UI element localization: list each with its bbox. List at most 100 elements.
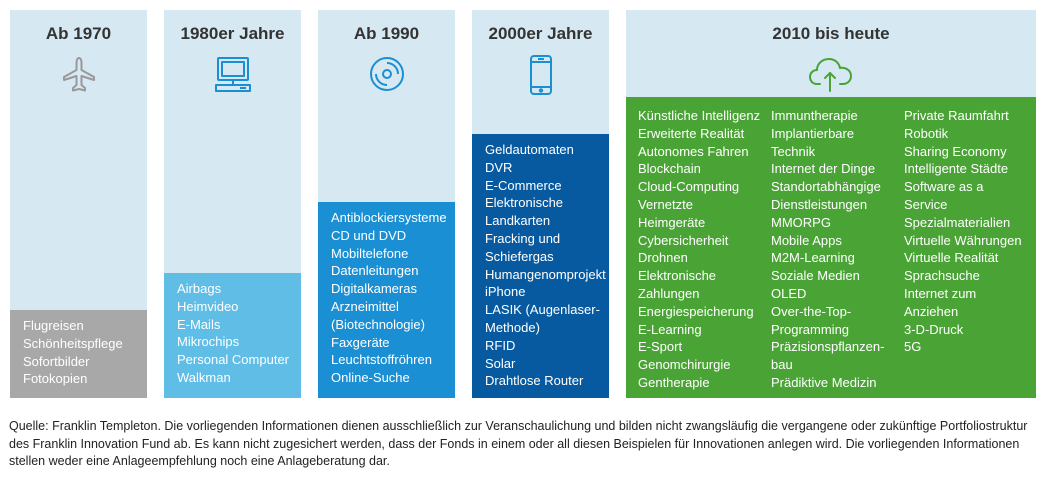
list-item: Technik xyxy=(771,143,816,159)
list-item: LASIK (Augenlaser- xyxy=(485,302,600,318)
list-item: Airbags xyxy=(177,281,222,296)
list-item: bau xyxy=(771,357,793,373)
list-item: (Biotechnologie) xyxy=(331,316,425,332)
list-item: Landkarten xyxy=(485,213,551,229)
innovation-list: Airbags Heimvideo E-Mails Mikrochips Per… xyxy=(164,273,301,398)
list-item: Private Raumfahrt xyxy=(904,108,1009,123)
list-item: Heimgeräte xyxy=(638,214,706,230)
list-item: Energiespeicherung xyxy=(638,303,754,319)
list-item: Implantierbare xyxy=(771,125,855,141)
list-item: Mikrochips xyxy=(177,334,240,350)
list-item: Fotokopien xyxy=(23,371,88,387)
timeline-column-1990: Ab 1990 Antiblockiersysteme CD und DVD M… xyxy=(318,10,455,398)
list-item: E-Learning xyxy=(638,321,702,337)
list-item: OLED xyxy=(771,285,807,301)
list-item: Cybersicherheit xyxy=(638,232,729,248)
list-item: DVR xyxy=(485,159,513,175)
innovation-sublist-2: Immuntherapie Implantierbare Technik Int… xyxy=(771,107,884,392)
list-item: Vernetzte xyxy=(638,196,693,212)
list-item: iPhone xyxy=(485,284,526,300)
list-item: Leuchtstoffröhren xyxy=(331,352,432,368)
list-item: Schiefergas xyxy=(485,248,554,264)
list-item: Anziehen xyxy=(904,303,959,319)
list-item: Walkman xyxy=(177,369,231,385)
list-item: Fracking und xyxy=(485,230,561,246)
list-item: Intelligente Städte xyxy=(904,161,1009,177)
list-item: Sofortbilder xyxy=(23,353,90,369)
list-item: E-Sport xyxy=(638,339,683,355)
list-item: Sprachsuche xyxy=(904,268,980,284)
list-item: Methode) xyxy=(485,319,540,335)
list-item: Online-Suche xyxy=(331,370,410,386)
list-item: Cloud-Computing xyxy=(638,179,740,195)
timeline-column-2010: 2010 bis heute Künstliche Intelligenz Er… xyxy=(626,10,1036,398)
list-item: Datenleitungen xyxy=(331,263,419,279)
list-item: Erweiterte Realität xyxy=(638,125,745,141)
list-item: Immuntherapie xyxy=(771,108,858,123)
column-title: Ab 1970 xyxy=(45,24,112,43)
list-item: Flugreisen xyxy=(23,318,84,333)
list-item: Humangenomprojekt xyxy=(485,266,606,282)
timeline-column-1970: Ab 1970 Flugreisen Schönheitspflege Sofo… xyxy=(10,10,147,398)
list-item: E-Commerce xyxy=(485,177,562,193)
smartphone-icon xyxy=(526,54,556,96)
list-item: Programming xyxy=(771,321,850,337)
list-item: 5G xyxy=(904,339,922,355)
list-item: CD und DVD xyxy=(331,227,407,243)
list-item: Digitalkameras xyxy=(331,281,417,297)
cd-icon xyxy=(367,54,407,94)
list-item: Robotik xyxy=(904,125,949,141)
list-item: Elektronische xyxy=(485,195,564,211)
list-item: Drahtlose Router xyxy=(485,373,584,389)
list-item: Elektronische xyxy=(638,268,717,284)
list-item: Solar xyxy=(485,355,516,371)
computer-icon xyxy=(213,54,253,96)
list-item: Virtuelle Realität xyxy=(904,250,999,266)
list-item: Internet zum xyxy=(904,285,977,301)
list-item: Präzisionspflanzen- xyxy=(771,339,885,355)
innovation-list: Künstliche Intelligenz Erweiterte Realit… xyxy=(626,97,1036,398)
list-item: Zahlungen xyxy=(638,285,700,301)
list-item: M2M-Learning xyxy=(771,250,855,266)
list-item: Künstliche Intelligenz xyxy=(638,108,761,123)
list-item: Arzneimittel xyxy=(331,298,399,314)
list-item: Genomchirurgie xyxy=(638,357,731,373)
innovation-sublist-1: Künstliche Intelligenz Erweiterte Realit… xyxy=(638,107,760,392)
airplane-icon xyxy=(58,54,100,96)
list-item: Over-the-Top- xyxy=(771,303,852,319)
list-item: Prädiktive Medizin xyxy=(771,374,877,390)
list-item: Mobiltelefone xyxy=(331,245,409,261)
list-item: Soziale Medien xyxy=(771,268,860,284)
list-item: Geldautomaten xyxy=(485,142,574,157)
timeline-column-2000: 2000er Jahre Geldautomaten DVR E-Commerc… xyxy=(472,10,609,398)
list-item: Gentherapie xyxy=(638,374,710,390)
list-item: Blockchain xyxy=(638,161,701,177)
list-item: Mobile Apps xyxy=(771,232,842,248)
column-title: 1980er Jahre xyxy=(180,24,285,43)
list-item: Sharing Economy xyxy=(904,143,1007,159)
list-item: Autonomes Fahren xyxy=(638,143,749,159)
cloud-upload-icon xyxy=(807,54,855,94)
list-item: Heimvideo xyxy=(177,298,239,314)
list-item: RFID xyxy=(485,337,516,353)
timeline-column-1980: 1980er Jahre Airbags Heimvideo E-Mails M… xyxy=(164,10,301,398)
list-item: Drohnen xyxy=(638,250,688,266)
innovation-list: Antiblockiersysteme CD und DVD Mobiltele… xyxy=(318,202,455,398)
column-title: Ab 1990 xyxy=(353,24,420,43)
column-title: 2010 bis heute xyxy=(772,24,890,43)
list-item: Faxgeräte xyxy=(331,334,390,350)
list-item: E-Mails xyxy=(177,316,221,332)
list-item: Schönheitspflege xyxy=(23,335,123,351)
list-item: 3-D-Druck xyxy=(904,321,964,337)
list-item: Software as a xyxy=(904,179,984,195)
list-item: Internet der Dinge xyxy=(771,161,876,177)
list-item: Antiblockiersysteme xyxy=(331,210,447,225)
column-title: 2000er Jahre xyxy=(488,24,593,43)
list-item: Service xyxy=(904,196,948,212)
list-item: Virtuelle Währungen xyxy=(904,232,1022,248)
innovation-list: Flugreisen Schönheitspflege Sofortbilder… xyxy=(10,310,147,398)
source-footnote: Quelle: Franklin Templeton. Die vorliege… xyxy=(9,419,1028,468)
innovation-list: Geldautomaten DVR E-Commerce Elektronisc… xyxy=(472,134,609,398)
list-item: Personal Computer xyxy=(177,352,289,368)
innovation-sublist-3: Private Raumfahrt Robotik Sharing Econom… xyxy=(904,107,1022,356)
